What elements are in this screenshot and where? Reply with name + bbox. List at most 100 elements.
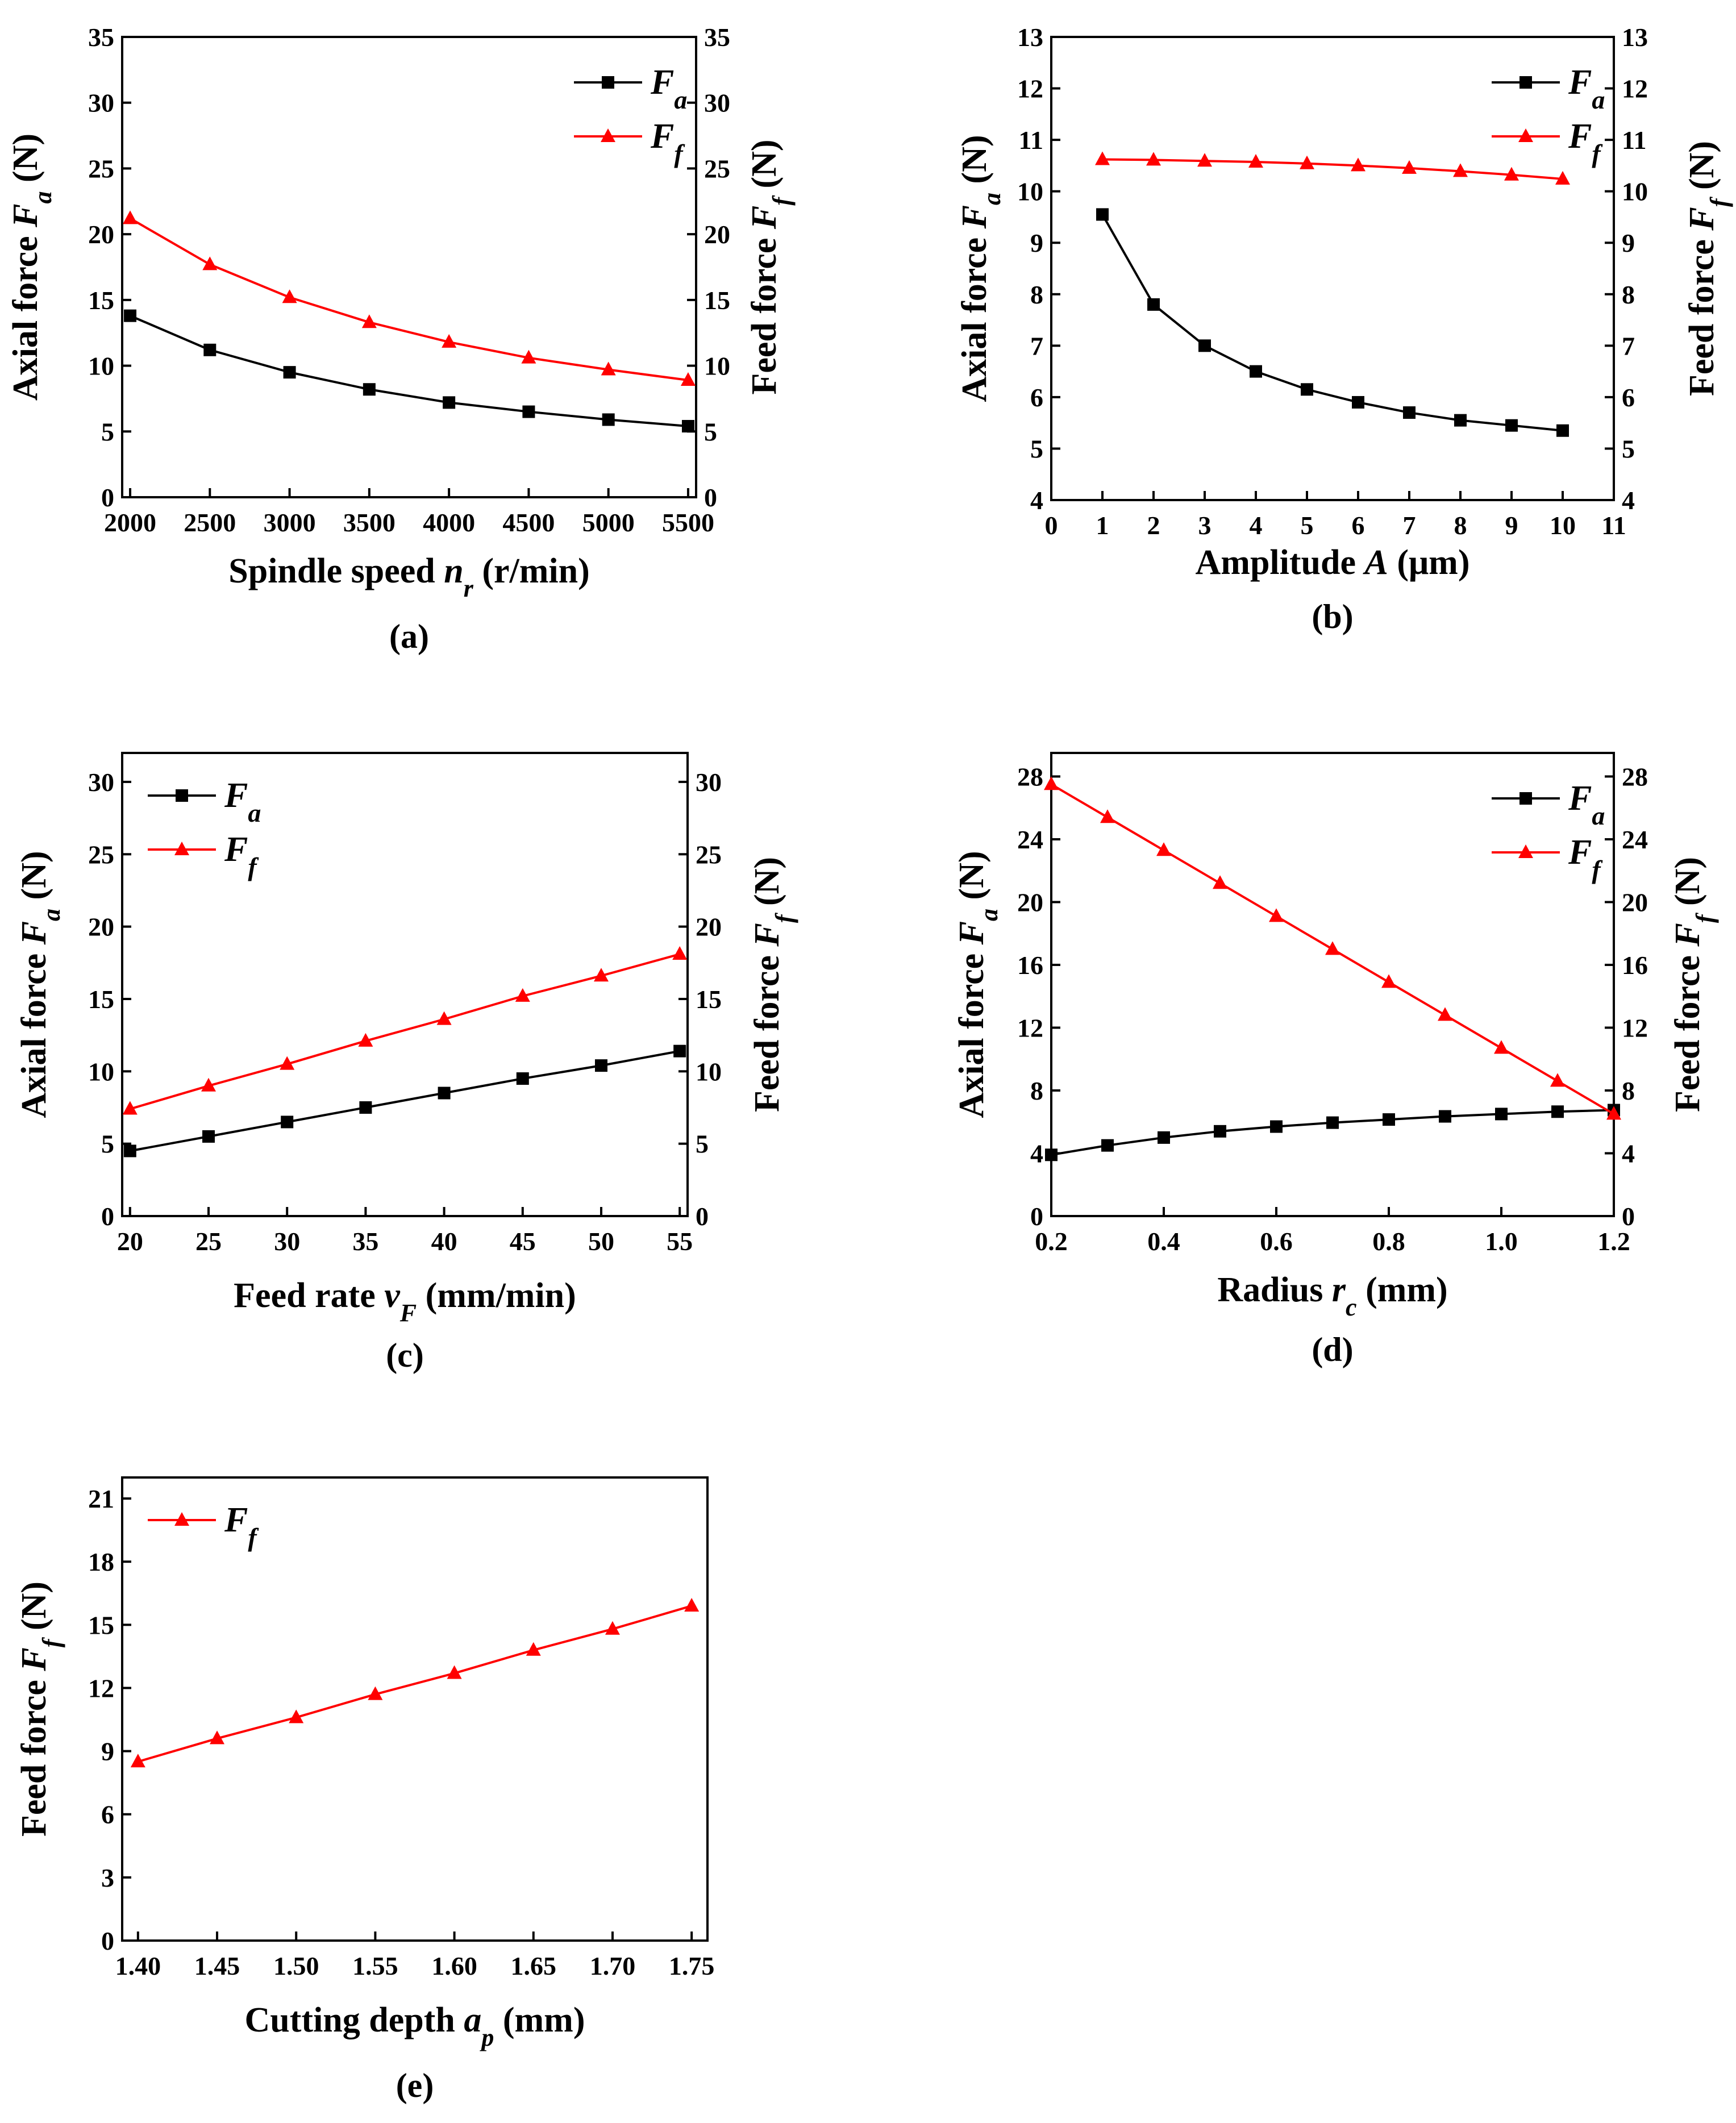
x-tick-label: 0.4: [1147, 1227, 1180, 1256]
y-right-tick-label: 13: [1622, 23, 1648, 52]
y-tick-label: 0: [101, 483, 114, 512]
data-point-Fa: [443, 396, 456, 409]
data-point-Fa: [1495, 1108, 1508, 1121]
y-right-tick-label: 0: [1622, 1202, 1635, 1231]
y-tick-label: 30: [88, 89, 114, 118]
panel-caption: (c): [386, 1337, 424, 1374]
data-point-Ff: [442, 334, 457, 348]
y-tick-label: 12: [88, 1674, 114, 1702]
y-tick-label: 4: [1030, 486, 1043, 515]
y-axis-label-right: Feed force Ff (N): [745, 139, 796, 394]
data-point-Ff: [1248, 154, 1263, 168]
data-point-Ff: [515, 988, 530, 1002]
x-tick-label: 8: [1454, 511, 1467, 540]
x-tick-label: 1.75: [669, 1951, 715, 1980]
data-point-Ff: [1550, 1073, 1565, 1087]
data-point-Fa: [1198, 339, 1211, 352]
y-axis-label-left: Axial force Fa (N): [955, 135, 1006, 402]
x-tick-label: 2500: [184, 508, 236, 537]
data-point-Ff: [210, 1730, 225, 1745]
y-tick-label: 20: [1017, 888, 1043, 917]
data-point-Fa: [681, 420, 694, 433]
data-point-Fa: [363, 383, 376, 396]
legend-marker: [174, 1512, 189, 1526]
y-tick-label: 3: [101, 1863, 114, 1892]
plot-frame: [1050, 36, 1615, 501]
data-point-Ff: [526, 1642, 541, 1656]
data-point-Ff: [1351, 157, 1366, 172]
x-tick-label: 11: [1601, 511, 1626, 540]
x-tick-label: 25: [195, 1227, 222, 1256]
y-tick-label: 28: [1017, 762, 1043, 791]
legend-label-Ff: Ff: [224, 1501, 259, 1552]
y-right-tick-label: 35: [704, 23, 730, 52]
x-axis-label: Amplitude A (μm): [1196, 543, 1470, 582]
y-right-tick-label: 15: [704, 286, 730, 315]
data-point-Fa: [1147, 298, 1160, 311]
x-tick-label: 1.60: [431, 1951, 477, 1980]
y-tick-label: 21: [88, 1484, 114, 1513]
data-point-Fa: [1158, 1131, 1170, 1144]
data-point-Fa: [516, 1072, 529, 1085]
data-point-Ff: [358, 1033, 373, 1047]
data-point-Fa: [1383, 1113, 1395, 1126]
y-right-tick-label: 10: [1622, 177, 1648, 206]
x-axis-label: Radius rc (mm): [1217, 1271, 1447, 1321]
y-right-tick-label: 25: [704, 154, 730, 183]
x-tick-label: 1.55: [352, 1951, 398, 1980]
data-point-Fa: [438, 1087, 451, 1100]
data-point-Ff: [1095, 151, 1110, 165]
data-point-Fa: [1556, 424, 1569, 437]
y-tick-label: 16: [1017, 951, 1043, 980]
x-axis-label: Spindle speed nr (r/min): [228, 552, 590, 602]
x-tick-label: 0.8: [1372, 1227, 1405, 1256]
data-point-Ff: [1402, 160, 1417, 174]
data-point-Ff: [123, 210, 138, 224]
y-right-tick-label: 15: [696, 985, 722, 1014]
y-right-tick-label: 30: [696, 768, 722, 797]
y-tick-label: 9: [101, 1737, 114, 1766]
y-right-tick-label: 20: [1622, 888, 1648, 917]
data-point-Fa: [124, 309, 137, 322]
data-point-Fa: [1270, 1120, 1283, 1133]
x-tick-label: 3000: [264, 508, 316, 537]
x-tick-label: 5500: [662, 508, 714, 537]
data-point-Ff: [1325, 941, 1340, 955]
x-tick-label: 3: [1198, 511, 1212, 540]
y-axis-label-left: Axial force Fa (N): [952, 851, 1003, 1118]
x-axis-label: Cutting depth ap (mm): [245, 2001, 585, 2051]
x-tick-label: 2: [1147, 511, 1160, 540]
x-tick-label: 2000: [104, 508, 156, 537]
plot-frame: [121, 1476, 709, 1942]
y-tick-label: 8: [1030, 1076, 1043, 1105]
data-point-Ff: [201, 1077, 217, 1092]
data-point-Fa: [594, 1059, 607, 1072]
data-point-Ff: [289, 1709, 304, 1724]
data-point-Ff: [1555, 170, 1570, 185]
data-point-Fa: [1101, 1139, 1114, 1152]
data-point-Ff: [1044, 776, 1059, 790]
legend-marker: [1519, 76, 1532, 89]
panel-caption: (d): [1312, 1331, 1353, 1368]
x-tick-label: 1.2: [1597, 1227, 1630, 1256]
y-tick-label: 11: [1019, 126, 1043, 155]
y-right-tick-label: 5: [696, 1130, 709, 1159]
y-right-tick-label: 11: [1622, 126, 1646, 155]
x-tick-label: 45: [510, 1227, 536, 1256]
data-point-Ff: [684, 1597, 700, 1612]
data-point-Ff: [436, 1011, 452, 1025]
data-point-Ff: [1197, 153, 1212, 167]
data-point-Fa: [1326, 1116, 1339, 1129]
data-point-Ff: [1606, 1106, 1621, 1120]
data-point-Ff: [672, 946, 688, 960]
y-tick-label: 15: [88, 1610, 114, 1639]
y-right-tick-label: 10: [696, 1057, 722, 1086]
data-point-Ff: [122, 1101, 138, 1115]
y-right-tick-label: 25: [696, 840, 722, 869]
plot-frame: [1050, 752, 1615, 1217]
data-point-Fa: [602, 413, 615, 426]
series-line-Ff: [130, 953, 680, 1110]
